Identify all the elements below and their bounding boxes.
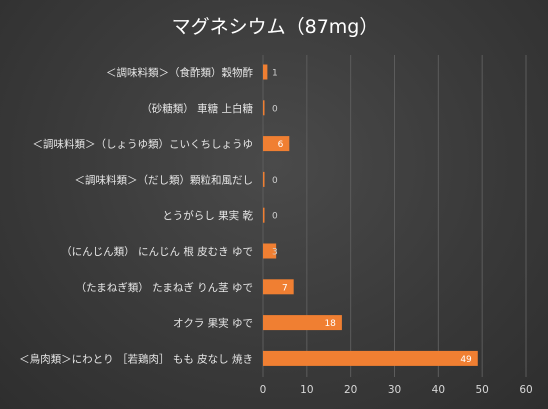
bar [263,171,265,187]
category-labels: ＜調味料類＞（食酢類）穀物酢 （砂糖類） 車糖 上白糖 ＜調味料類＞（しょうゆ類）こ… [19,66,253,365]
category-label: ＜調味料類＞（だし類）顆粒和風だし [75,173,254,186]
category-label: （たまねぎ類） たまねぎ りん茎 ゆで [76,281,253,294]
category-label: とうがらし 果実 乾 [162,209,253,222]
category-label: （にんじん類） にんじん 根 皮むき ゆで [61,245,253,258]
bar [263,136,290,152]
x-tick-label: 60 [519,384,532,396]
bar [263,279,294,295]
x-tick-label: 40 [432,384,445,396]
category-label: ＜調味料類＞（食酢類）穀物酢 [106,66,253,79]
x-tick-label: 50 [475,384,488,396]
bar [263,243,277,259]
chart-title: マグネシウム（87mg） [172,16,379,38]
bar [263,207,265,223]
data-label: 0 [272,212,278,222]
bar [263,315,342,331]
data-label: 7 [282,283,288,293]
x-tick-label: 0 [260,384,267,396]
data-label: 6 [278,140,284,150]
data-label: 0 [272,104,278,114]
data-label: 0 [272,176,278,186]
bar [263,64,268,80]
data-label: 3 [272,248,278,258]
data-label: 18 [324,319,336,329]
data-label: 1 [272,69,278,79]
data-labels: 1 0 6 0 0 3 7 18 49 [272,69,472,365]
data-label: 49 [460,355,472,365]
category-label: オクラ 果実 ゆで [173,317,253,330]
category-label: ＜鳥肉類＞にわとり ［若鶏肉］ もも 皮なし 焼き [19,352,253,365]
x-axis-tick-labels: 0 10 20 30 40 50 60 [260,384,533,396]
x-tick-label: 20 [344,384,357,396]
bars [263,64,478,366]
bar [263,100,265,116]
x-tick-label: 10 [300,384,313,396]
category-label: ＜調味料類＞（しょうゆ類）こいくちしょうゆ [33,138,254,151]
gridlines [262,55,527,377]
bar [263,350,478,366]
x-tick-label: 30 [388,384,401,396]
category-label: （砂糖類） 車糖 上白糖 [141,102,253,115]
